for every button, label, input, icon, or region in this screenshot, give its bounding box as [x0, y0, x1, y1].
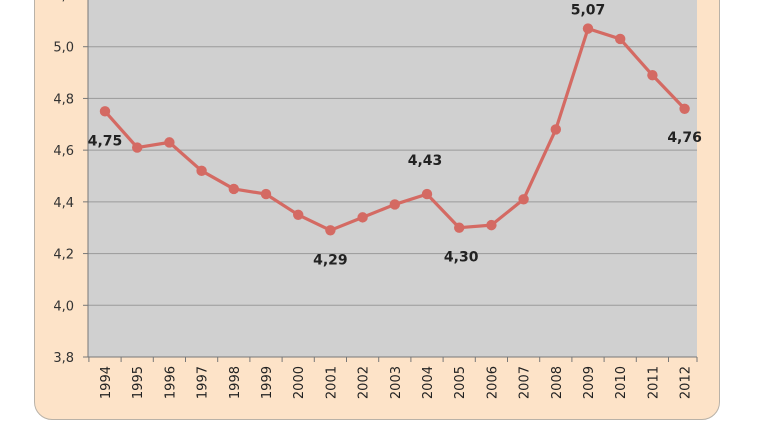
data-point	[454, 222, 465, 233]
data-label: 4,30	[444, 250, 479, 266]
data-point	[518, 194, 529, 205]
x-tick-label: 1994	[99, 366, 114, 399]
data-point	[99, 106, 111, 117]
data-point	[615, 33, 626, 45]
x-tick-label: 2011	[646, 366, 661, 399]
y-tick-label: 4,4	[53, 196, 74, 211]
y-tick-label: 5,0	[53, 41, 74, 56]
x-tick-label: 1996	[163, 366, 178, 399]
x-tick-label: 2001	[324, 366, 339, 399]
data-point	[228, 183, 239, 195]
x-tick-label: 1997	[196, 366, 211, 399]
y-tick-label: 5,2	[53, 0, 74, 4]
data-point	[550, 124, 561, 135]
x-tick-label: 2012	[679, 366, 694, 399]
data-point	[389, 199, 400, 210]
y-tick-label: 4,6	[53, 144, 74, 159]
x-tick-label: 2009	[582, 366, 597, 399]
data-point	[647, 69, 658, 81]
x-tick-label: 2006	[485, 366, 500, 399]
x-tick-label: 1999	[260, 366, 275, 399]
x-tick-label: 2008	[550, 366, 565, 399]
data-point	[357, 212, 368, 223]
x-tick-label: 1998	[228, 366, 243, 399]
x-tick-label: 1995	[131, 366, 146, 399]
data-point	[132, 142, 143, 153]
data-point	[582, 23, 594, 34]
data-label: 4,43	[408, 153, 443, 169]
data-point	[486, 219, 497, 231]
data-point	[421, 188, 433, 200]
data-point	[196, 165, 207, 177]
data-point	[325, 225, 336, 236]
x-tick-label: 2002	[357, 366, 372, 399]
x-tick-label: 2000	[292, 366, 307, 399]
y-tick-label: 4,2	[53, 248, 74, 263]
data-point	[293, 209, 304, 220]
x-tick-label: 2004	[421, 366, 436, 399]
y-tick-label: 4,8	[53, 92, 74, 107]
data-label: 4,76	[667, 130, 702, 146]
y-tick-label: 3,8	[53, 351, 74, 366]
x-tick-label: 2003	[389, 366, 404, 399]
data-label: 4,29	[313, 252, 348, 268]
y-tick-label: 4,0	[53, 299, 74, 314]
data-label: 4,75	[88, 133, 123, 149]
data-point	[164, 137, 175, 148]
x-tick-label: 2010	[614, 366, 629, 399]
x-tick-label: 2005	[453, 366, 468, 399]
data-point	[679, 103, 690, 114]
data-label: 5,07	[571, 3, 606, 19]
plot-area	[88, 0, 697, 357]
x-tick-label: 2007	[518, 366, 533, 399]
data-point	[260, 188, 272, 200]
